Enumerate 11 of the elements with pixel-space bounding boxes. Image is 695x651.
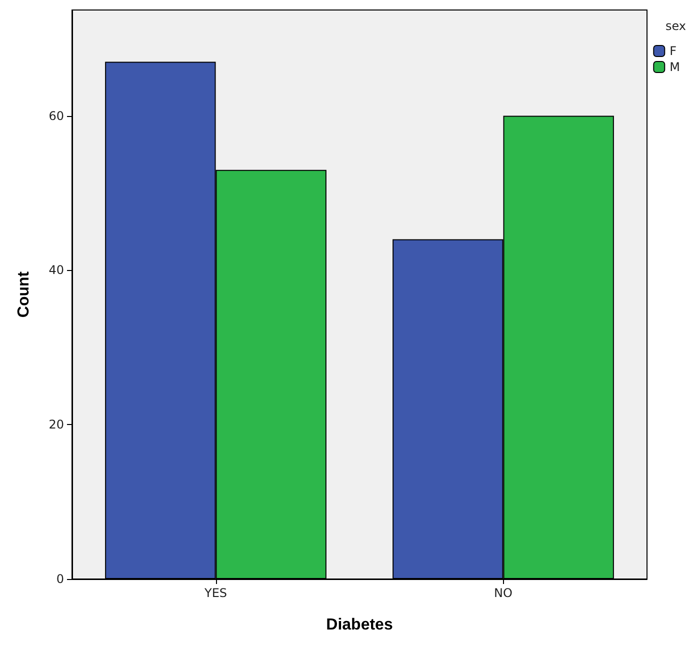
y-tick-label: 20: [48, 418, 64, 432]
x-tick-label: YES: [203, 586, 228, 600]
x-axis-title: Diabetes: [326, 616, 393, 634]
y-tick-label: 60: [48, 108, 64, 123]
legend-title: sex: [665, 19, 686, 33]
y-tick-label: 0: [56, 572, 64, 586]
y-tick-label: 40: [48, 263, 64, 278]
legend-label: M: [670, 60, 680, 74]
x-tick-label: NO: [494, 586, 512, 600]
legend-label: F: [670, 44, 677, 58]
y-axis-title: Count: [16, 270, 32, 318]
